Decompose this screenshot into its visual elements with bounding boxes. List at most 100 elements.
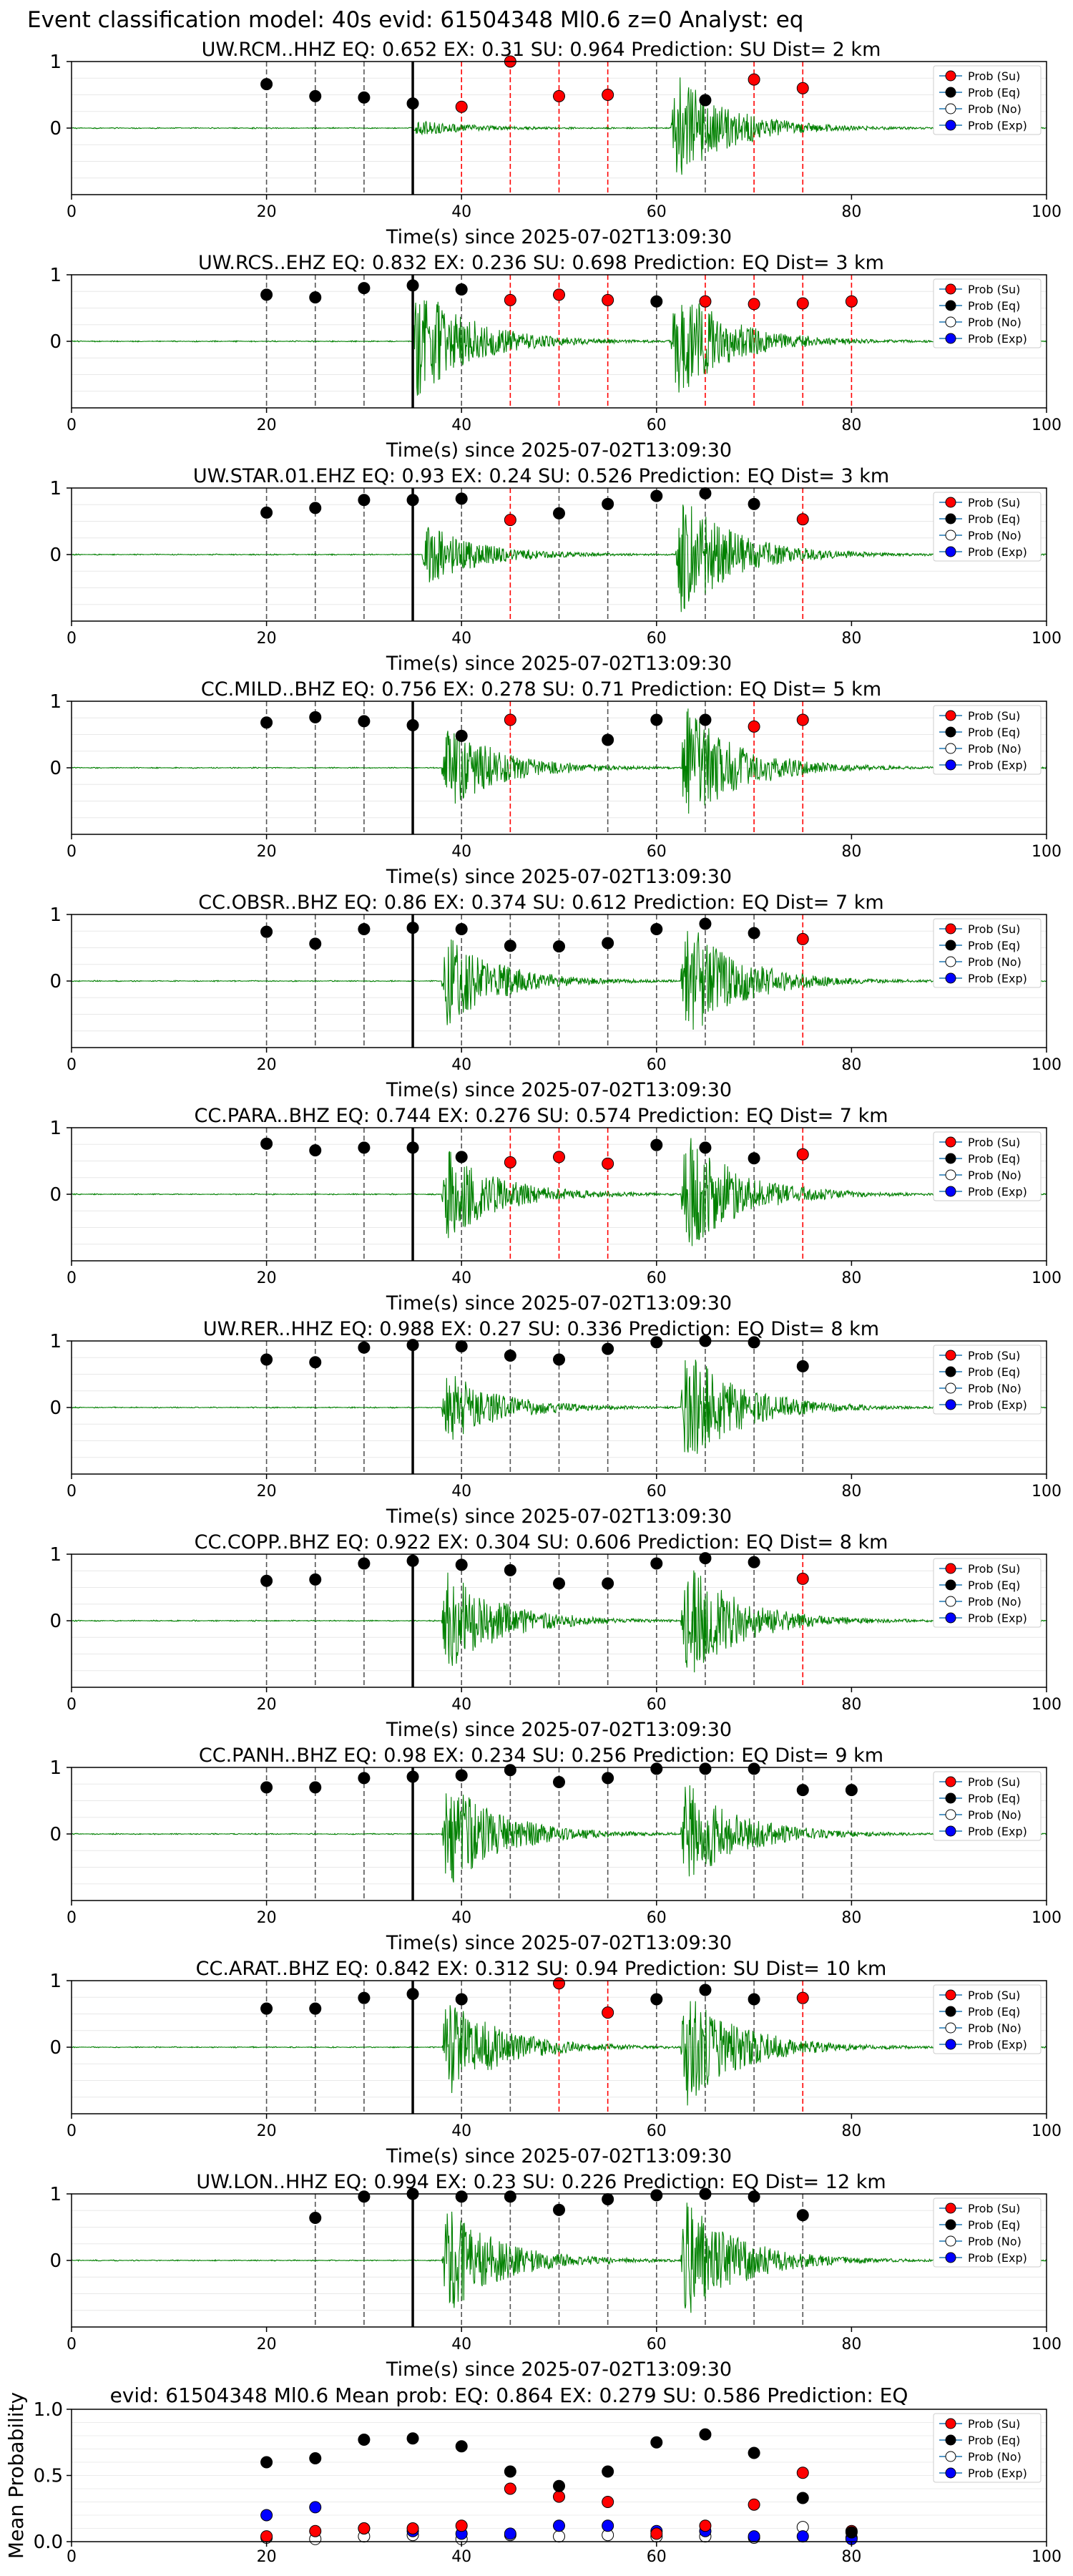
eq-point [358,1141,371,1154]
x-tick-label: 0 [67,843,77,861]
x-tick-label: 60 [647,2122,667,2140]
eq-point [748,927,760,940]
legend-label: Prob (Eq) [968,512,1020,526]
eq-mean-point [650,2436,663,2449]
eq-point [602,1577,614,1590]
eq-point [650,489,663,502]
waveform [71,1785,1047,1883]
eq-point [553,2203,565,2216]
eq-point [358,282,371,295]
eq-point [358,1341,371,1354]
eq-mean-point [699,2428,712,2441]
legend-label: Prob (Exp) [968,758,1027,772]
panel-title: CC.COPP..BHZ EQ: 0.922 EX: 0.304 SU: 0.6… [195,1531,888,1553]
eq-point [748,1762,760,1775]
eq-point [309,1144,322,1157]
waveform [71,931,1047,1030]
eq-point [748,1993,760,2006]
eq-point [358,494,371,507]
legend-label: Prob (Exp) [968,332,1027,346]
eq-point [650,1138,663,1151]
x-tick-label: 60 [647,1483,667,1501]
su-point [796,1991,809,2004]
x-axis-label: Time(s) since 2025-07-02T13:09:30 [386,2145,732,2167]
x-tick-label: 20 [257,1909,277,1927]
x-tick-label: 80 [841,843,861,861]
eq-point [699,917,712,930]
su-point [553,288,565,301]
legend-box [933,65,1042,135]
eq-point [309,1781,322,1794]
legend-marker [945,530,956,541]
x-tick-label: 0 [67,2336,77,2353]
su-point [602,89,614,101]
legend-marker [945,1136,956,1148]
eq-point [309,1573,322,1586]
eq-mean-point [602,2465,614,2478]
legend-label: Prob (No) [968,1382,1021,1395]
x-axis-label: Time(s) since 2025-07-02T13:09:30 [386,653,732,675]
su-mean-point [553,2490,565,2503]
eq-point [553,507,565,519]
su-point [699,295,712,308]
legend-box [933,2197,1042,2268]
legend-label: Prob (Su) [968,1136,1020,1149]
y-tick-label: 0 [49,2037,62,2059]
x-tick-label: 20 [257,843,277,861]
legend-marker [945,87,956,98]
eq-mean-point [748,2446,760,2459]
eq-point [455,729,468,742]
x-tick-label: 40 [451,1483,471,1501]
y-tick-label: 1 [49,1331,62,1352]
su-point [504,514,516,527]
waveform [71,77,1047,175]
eq-point [602,2192,614,2205]
x-tick-label: 20 [257,2548,277,2566]
x-tick-label: 80 [841,1483,861,1501]
x-tick-label: 100 [1032,2548,1062,2566]
legend-label: Prob (Su) [968,922,1020,936]
legend-label: Prob (No) [968,2235,1021,2248]
eq-point [650,295,663,308]
x-tick-label: 100 [1032,1696,1062,1714]
waveform [71,1570,1047,1673]
legend-marker [945,283,956,295]
legend-label: Prob (No) [968,2450,1021,2464]
eq-point [699,487,712,499]
legend-label: Prob (Exp) [968,2251,1027,2265]
panel-title: CC.MILD..BHZ EQ: 0.756 EX: 0.278 SU: 0.7… [201,678,881,701]
su-mean-point [260,2530,273,2543]
eq-point [309,2211,322,2224]
legend-marker [945,1825,956,1837]
x-tick-label: 40 [451,416,471,434]
x-tick-label: 80 [841,1269,861,1287]
panel-title: UW.STAR.01.EHZ EQ: 0.93 EX: 0.24 SU: 0.5… [193,465,889,487]
legend-box [933,1131,1042,1201]
legend-box [933,492,1042,562]
eq-point [796,1784,809,1797]
su-point [796,513,809,526]
x-tick-label: 40 [451,1696,471,1714]
legend-marker [945,333,956,344]
legend: Prob (Su) Prob (Eq) Prob (No) Prob (Exp) [933,2197,1042,2268]
legend-label: Prob (Su) [968,69,1020,83]
x-tick-label: 100 [1032,1269,1062,1287]
legend-label: Prob (Exp) [968,1825,1027,1838]
legend-marker [945,1596,956,1607]
eq-point [650,713,663,726]
x-tick-label: 80 [841,2336,861,2353]
no-mean-point [553,2530,565,2543]
su-point [553,89,565,102]
x-tick-label: 20 [257,416,277,434]
legend-label: Prob (Exp) [968,119,1027,132]
eq-mean-point [553,2479,565,2492]
legend-marker [945,2434,956,2446]
legend: Prob (Su) Prob (Eq) Prob (No) Prob (Exp) [933,918,1042,988]
eq-point [309,502,322,514]
legend: Prob (Su) Prob (Eq) Prob (No) Prob (Exp) [933,2413,1042,2483]
legend: Prob (Su) Prob (Eq) Prob (No) Prob (Exp) [933,1558,1042,1628]
eq-mean-point [455,2440,468,2453]
x-tick-label: 0 [67,2548,77,2566]
su-point [748,720,760,733]
su-mean-point [650,2527,663,2540]
